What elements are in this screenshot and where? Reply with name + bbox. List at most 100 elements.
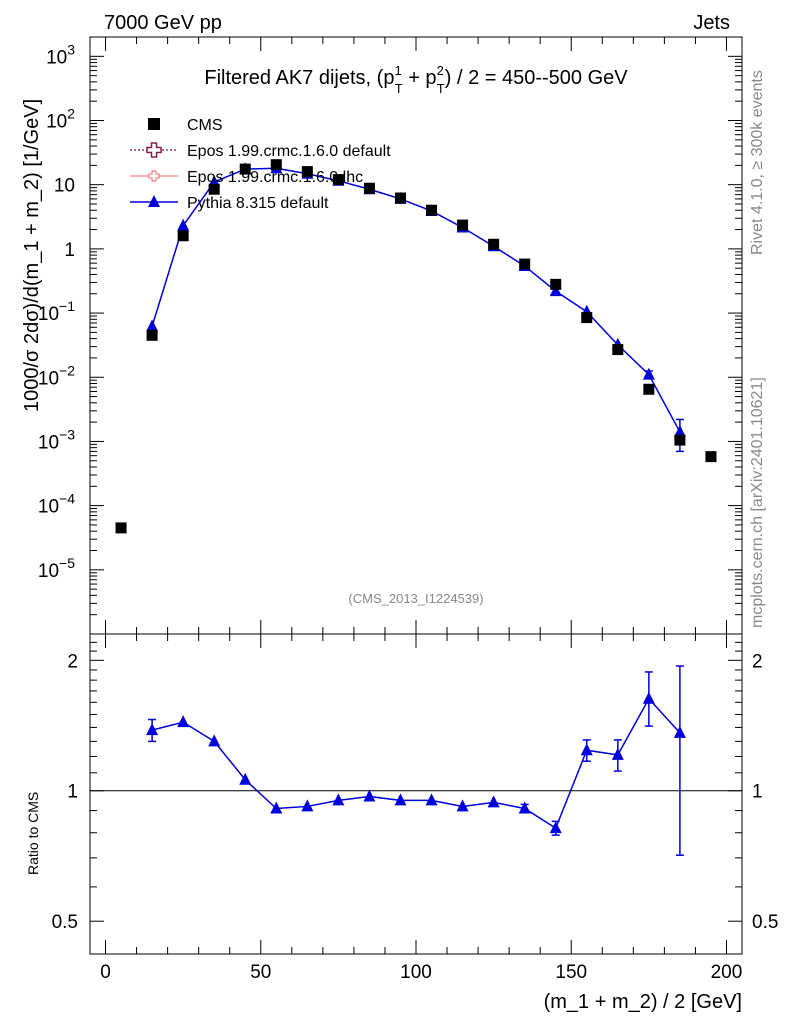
legend-marker-pythia xyxy=(148,195,160,207)
cms-point xyxy=(426,204,438,216)
x-tick-label: 0 xyxy=(100,962,111,983)
y-tick-label-base: 10 xyxy=(38,368,59,389)
y-tick-label-exponent: 3 xyxy=(67,41,75,57)
x-tick-label: 50 xyxy=(250,962,271,983)
cms-point xyxy=(674,434,686,446)
cms-point xyxy=(488,238,500,250)
title-part-mid: + p xyxy=(403,67,437,89)
cms-point xyxy=(146,329,158,341)
cms-point xyxy=(550,278,562,290)
y-tick-label-base: 10 xyxy=(54,176,75,197)
y-tick-label-base: 10 xyxy=(38,432,59,453)
ratio-y-tick-label-right: 0.5 xyxy=(752,912,778,933)
legend-marker-epos-default xyxy=(146,142,162,158)
ratio-point xyxy=(611,747,624,760)
legend-label: CMS xyxy=(187,117,223,134)
title-sup2: 2 xyxy=(437,63,444,78)
ratio-line xyxy=(151,697,681,830)
side-label-bottom: mcplots.cern.ch [arXiv:2401.10621] xyxy=(749,377,766,628)
legend-label: Pythia 8.315 default xyxy=(187,195,329,212)
ratio-point xyxy=(549,821,562,834)
y-tick-label-base: 10 xyxy=(46,112,67,133)
side-label-top: Rivet 4.1.0, ≥ 300k events xyxy=(749,70,766,255)
y-axis-title: 1000/σ 2dσ)/d(m_1 + m_2) [1/GeV] xyxy=(21,99,43,412)
title-part-pre: Filtered AK7 dijets, (p xyxy=(204,67,394,89)
cms-point xyxy=(239,163,251,175)
cms-point xyxy=(643,383,655,395)
ratio-point xyxy=(487,795,500,808)
y-tick-label-exponent: −1 xyxy=(59,298,75,314)
ratio-point xyxy=(301,799,314,812)
ratio-point xyxy=(363,789,376,802)
cms-point xyxy=(705,451,717,463)
ratio-y-tick-label-right: 2 xyxy=(752,651,763,672)
y-tick-label: 102 xyxy=(46,106,75,133)
y-tick-label: 1 xyxy=(64,240,75,261)
x-tick-label: 100 xyxy=(400,962,432,983)
title-part-post: ) / 2 = 450--500 GeV xyxy=(445,67,629,89)
y-tick-label: 10−3 xyxy=(38,426,75,453)
cms-point xyxy=(363,182,375,194)
analysis-watermark: (CMS_2013_I1224539) xyxy=(348,591,483,606)
pythia-point xyxy=(549,284,562,297)
ratio-point xyxy=(208,734,221,747)
y-tick-label: 10 xyxy=(54,176,75,197)
ratio-point xyxy=(580,743,593,756)
y-tick-label: 103 xyxy=(46,41,75,68)
cms-point xyxy=(177,230,189,242)
title-sup1: 1 xyxy=(394,63,401,78)
y-tick-label-base: 10 xyxy=(38,561,59,582)
cms-point xyxy=(581,312,593,324)
cms-point xyxy=(612,344,624,356)
cms-series-main xyxy=(115,159,717,534)
ratio-point xyxy=(332,793,345,806)
legend-marker-cms xyxy=(148,118,160,130)
y-tick-label: 10−2 xyxy=(38,362,75,389)
ratio-point xyxy=(456,799,469,812)
ratio-point xyxy=(642,691,655,704)
ratio-point xyxy=(270,801,283,814)
x-tick-label: 150 xyxy=(555,962,587,983)
cms-point xyxy=(457,219,469,231)
cms-point xyxy=(519,258,531,270)
x-axis-title: (m_1 + m_2) / 2 [GeV] xyxy=(544,991,742,1013)
cms-point xyxy=(270,159,282,171)
y-tick-label-exponent: −2 xyxy=(59,362,75,378)
ratio-point xyxy=(518,801,531,814)
pythia-point xyxy=(642,367,655,380)
ratio-point xyxy=(394,793,407,806)
ratio-point xyxy=(673,725,686,738)
legend-marker-epos-lhc xyxy=(148,170,160,182)
header-right: Jets xyxy=(693,12,730,34)
cms-point xyxy=(332,174,344,186)
x-axis: 0 50 100 150 200 xyxy=(100,37,742,983)
title-sub1: T xyxy=(395,81,403,96)
cms-point xyxy=(115,522,127,534)
ratio-y-tick-label-left: 0.5 xyxy=(52,912,78,933)
ratio-y-axis-title: Ratio to CMS xyxy=(25,792,41,875)
x-tick-label: 200 xyxy=(711,962,743,983)
pythia-point xyxy=(177,218,190,231)
chart-title: Filtered AK7 dijets, (p1 T + p2 T) / 2 = 4… xyxy=(204,63,628,96)
y-tick-label-exponent: −3 xyxy=(59,426,75,442)
y-tick-label: 10−1 xyxy=(38,298,75,325)
y-tick-label: 10−5 xyxy=(38,555,75,582)
y-tick-label-exponent: −5 xyxy=(59,555,75,571)
ratio-axes: 0.5 0.5 1 1 2 2 xyxy=(52,641,778,933)
y-tick-label-exponent: 2 xyxy=(67,106,75,122)
cms-point xyxy=(394,192,406,204)
ratio-point xyxy=(146,723,159,736)
ratio-plot-frame xyxy=(89,633,743,955)
y-tick-label-base: 10 xyxy=(38,304,59,325)
ratio-y-tick-label-left: 2 xyxy=(67,651,78,672)
y-tick-label-base: 10 xyxy=(46,47,67,68)
header-left: 7000 GeV pp xyxy=(104,12,222,34)
ratio-point xyxy=(239,772,252,785)
cms-point xyxy=(208,183,220,195)
cms-point xyxy=(301,166,313,178)
ratio-point xyxy=(425,793,438,806)
legend-label: Epos 1.99.crmc.1.6.0 default xyxy=(187,143,391,160)
y-tick-label-base: 10 xyxy=(38,497,59,518)
